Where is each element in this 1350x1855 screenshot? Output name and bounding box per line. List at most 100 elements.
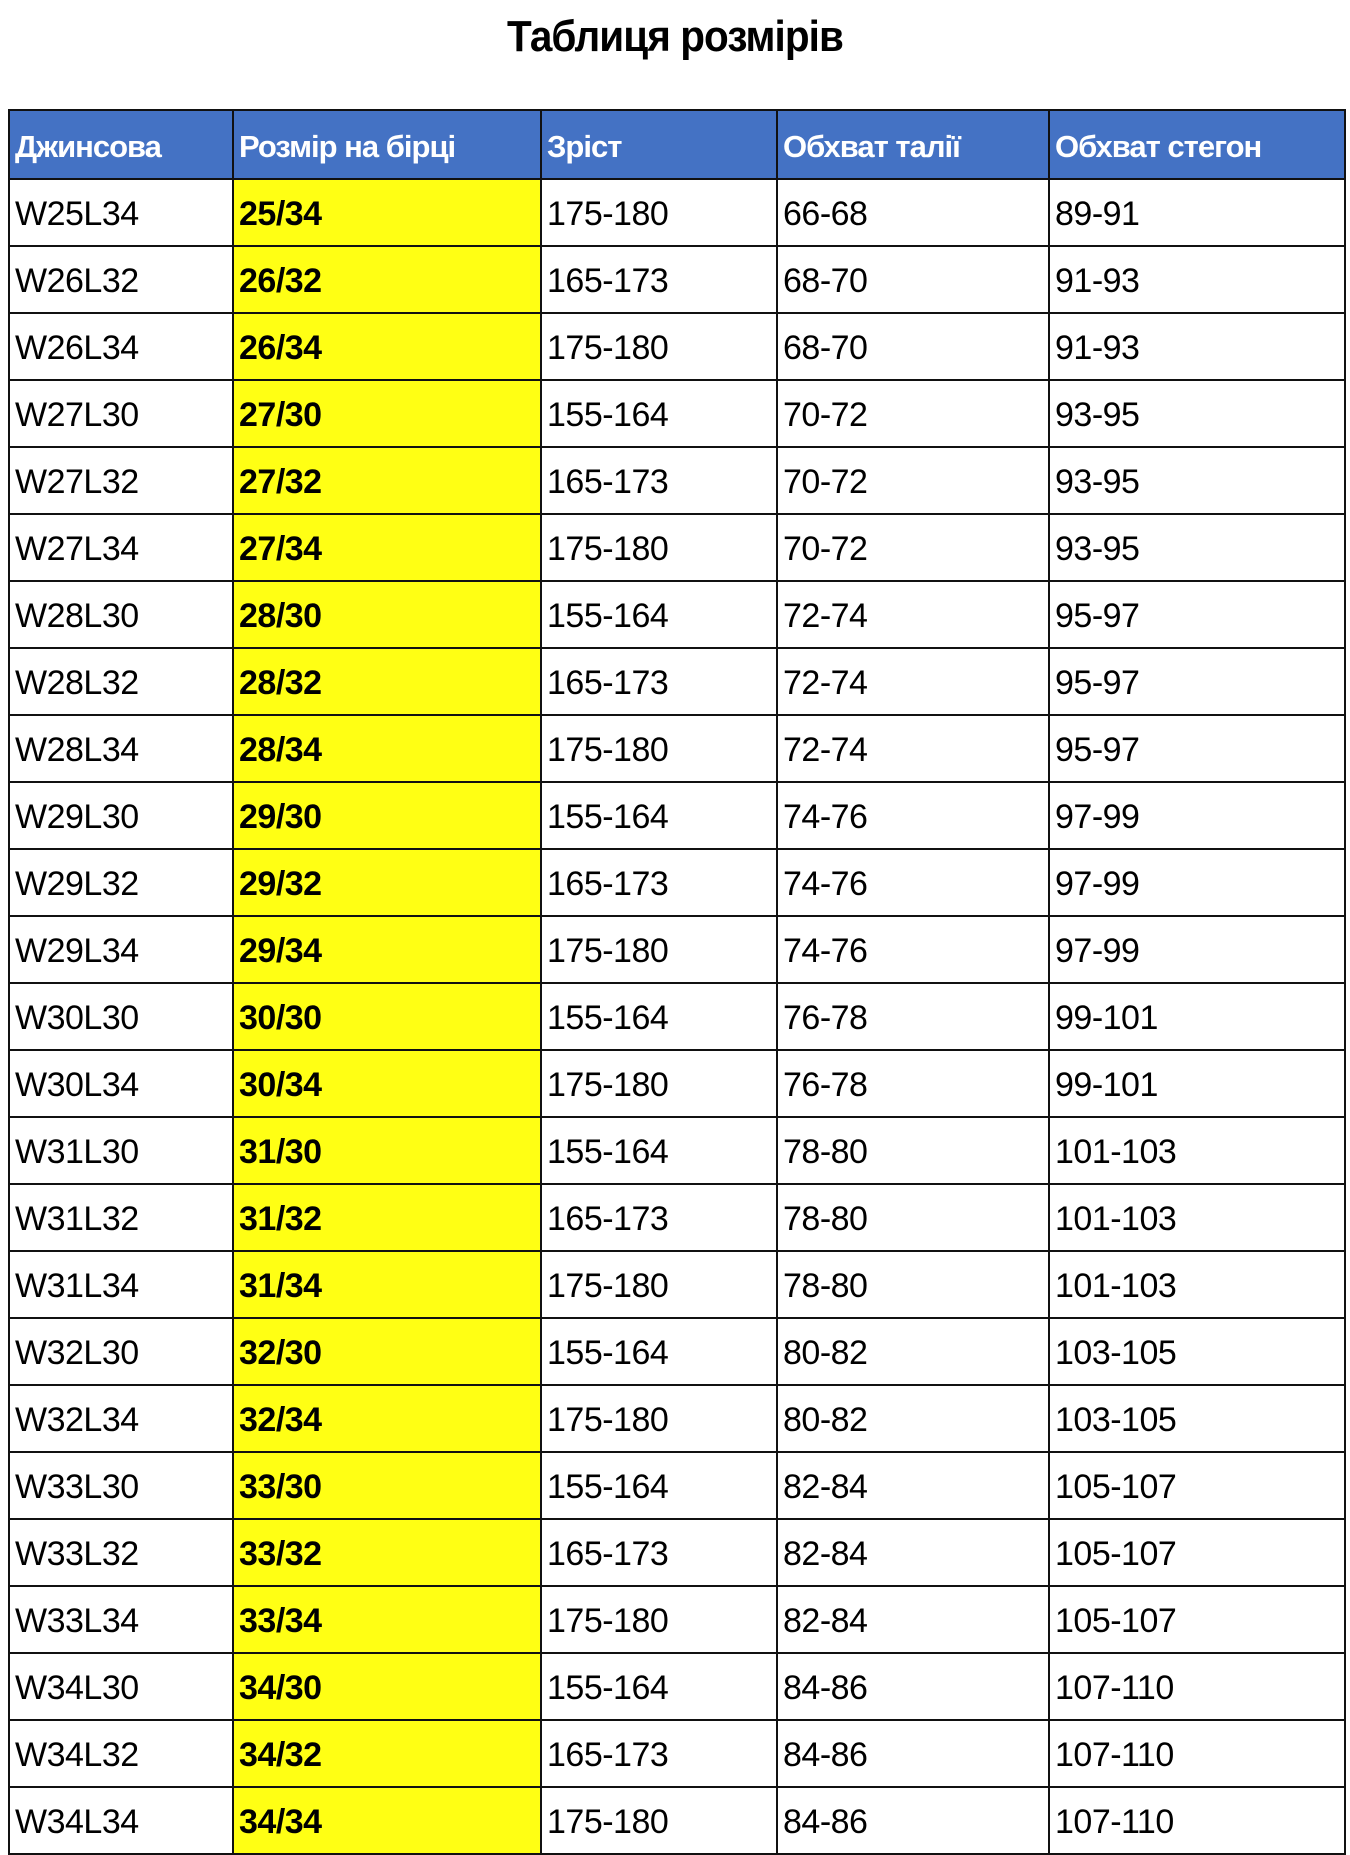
table-row: W33L32 33/32 165-173 82-84 105-107 (8, 1518, 1346, 1587)
tag-size-cell: 29/32 (232, 848, 542, 917)
jeans-size-cell: W29L30 (8, 781, 234, 850)
height-cell: 175-180 (540, 714, 778, 783)
jeans-size-cell: W31L32 (8, 1183, 234, 1252)
waist-cell: 72-74 (776, 580, 1050, 649)
header-jeans-size: Джинсова (8, 109, 234, 180)
tag-size-cell: 27/30 (232, 379, 542, 448)
height-cell: 175-180 (540, 513, 778, 582)
waist-cell: 82-84 (776, 1585, 1050, 1654)
table-row: W34L34 34/34 175-180 84-86 107-110 (8, 1786, 1346, 1855)
waist-cell: 82-84 (776, 1518, 1050, 1587)
tag-size-cell: 27/34 (232, 513, 542, 582)
table-row: W34L32 34/32 165-173 84-86 107-110 (8, 1719, 1346, 1788)
tag-size-cell: 28/30 (232, 580, 542, 649)
table-row: W27L34 27/34 175-180 70-72 93-95 (8, 513, 1346, 582)
height-cell: 175-180 (540, 915, 778, 984)
tag-size-cell: 33/32 (232, 1518, 542, 1587)
waist-cell: 84-86 (776, 1719, 1050, 1788)
jeans-size-cell: W27L30 (8, 379, 234, 448)
jeans-size-cell: W29L32 (8, 848, 234, 917)
header-tag-size: Розмір на бірці (232, 109, 542, 180)
tag-size-cell: 31/30 (232, 1116, 542, 1185)
height-cell: 155-164 (540, 1652, 778, 1721)
header-hips: Обхват стегон (1048, 109, 1346, 180)
tag-size-cell: 26/34 (232, 312, 542, 381)
waist-cell: 70-72 (776, 379, 1050, 448)
waist-cell: 74-76 (776, 781, 1050, 850)
table-row: W28L30 28/30 155-164 72-74 95-97 (8, 580, 1346, 649)
height-cell: 155-164 (540, 1116, 778, 1185)
tag-size-cell: 32/34 (232, 1384, 542, 1453)
waist-cell: 66-68 (776, 178, 1050, 247)
height-cell: 155-164 (540, 1317, 778, 1386)
waist-cell: 84-86 (776, 1786, 1050, 1855)
tag-size-cell: 30/34 (232, 1049, 542, 1118)
waist-cell: 72-74 (776, 714, 1050, 783)
jeans-size-cell: W26L32 (8, 245, 234, 314)
table-row: W31L32 31/32 165-173 78-80 101-103 (8, 1183, 1346, 1252)
table-row: W33L34 33/34 175-180 82-84 105-107 (8, 1585, 1346, 1654)
waist-cell: 68-70 (776, 312, 1050, 381)
hips-cell: 95-97 (1048, 647, 1346, 716)
height-cell: 175-180 (540, 1049, 778, 1118)
waist-cell: 80-82 (776, 1384, 1050, 1453)
waist-cell: 82-84 (776, 1451, 1050, 1520)
jeans-size-cell: W34L30 (8, 1652, 234, 1721)
hips-cell: 91-93 (1048, 245, 1346, 314)
hips-cell: 101-103 (1048, 1250, 1346, 1319)
jeans-size-cell: W31L30 (8, 1116, 234, 1185)
hips-cell: 107-110 (1048, 1786, 1346, 1855)
height-cell: 165-173 (540, 848, 778, 917)
table-row: W27L32 27/32 165-173 70-72 93-95 (8, 446, 1346, 515)
waist-cell: 80-82 (776, 1317, 1050, 1386)
table-row: W32L30 32/30 155-164 80-82 103-105 (8, 1317, 1346, 1386)
header-height: Зріст (540, 109, 778, 180)
hips-cell: 93-95 (1048, 513, 1346, 582)
height-cell: 165-173 (540, 245, 778, 314)
size-chart-table: Джинсова Розмір на бірці Зріст Обхват та… (8, 109, 1346, 1855)
jeans-size-cell: W32L34 (8, 1384, 234, 1453)
jeans-size-cell: W30L30 (8, 982, 234, 1051)
tag-size-cell: 33/34 (232, 1585, 542, 1654)
height-cell: 175-180 (540, 1384, 778, 1453)
tag-size-cell: 33/30 (232, 1451, 542, 1520)
tag-size-cell: 25/34 (232, 178, 542, 247)
hips-cell: 105-107 (1048, 1518, 1346, 1587)
height-cell: 155-164 (540, 1451, 778, 1520)
jeans-size-cell: W31L34 (8, 1250, 234, 1319)
jeans-size-cell: W27L32 (8, 446, 234, 515)
hips-cell: 99-101 (1048, 982, 1346, 1051)
hips-cell: 99-101 (1048, 1049, 1346, 1118)
height-cell: 175-180 (540, 1585, 778, 1654)
table-row: W29L34 29/34 175-180 74-76 97-99 (8, 915, 1346, 984)
table-row: W31L34 31/34 175-180 78-80 101-103 (8, 1250, 1346, 1319)
hips-cell: 105-107 (1048, 1451, 1346, 1520)
jeans-size-cell: W34L34 (8, 1786, 234, 1855)
waist-cell: 76-78 (776, 982, 1050, 1051)
jeans-size-cell: W28L32 (8, 647, 234, 716)
hips-cell: 105-107 (1048, 1585, 1346, 1654)
hips-cell: 91-93 (1048, 312, 1346, 381)
waist-cell: 70-72 (776, 446, 1050, 515)
table-row: W26L34 26/34 175-180 68-70 91-93 (8, 312, 1346, 381)
jeans-size-cell: W29L34 (8, 915, 234, 984)
hips-cell: 97-99 (1048, 915, 1346, 984)
table-row: W26L32 26/32 165-173 68-70 91-93 (8, 245, 1346, 314)
hips-cell: 95-97 (1048, 714, 1346, 783)
tag-size-cell: 27/32 (232, 446, 542, 515)
height-cell: 165-173 (540, 1719, 778, 1788)
waist-cell: 78-80 (776, 1116, 1050, 1185)
tag-size-cell: 32/30 (232, 1317, 542, 1386)
hips-cell: 107-110 (1048, 1719, 1346, 1788)
height-cell: 165-173 (540, 647, 778, 716)
jeans-size-cell: W27L34 (8, 513, 234, 582)
tag-size-cell: 34/30 (232, 1652, 542, 1721)
jeans-size-cell: W25L34 (8, 178, 234, 247)
jeans-size-cell: W28L30 (8, 580, 234, 649)
jeans-size-cell: W30L34 (8, 1049, 234, 1118)
height-cell: 175-180 (540, 312, 778, 381)
height-cell: 175-180 (540, 1250, 778, 1319)
waist-cell: 72-74 (776, 647, 1050, 716)
waist-cell: 84-86 (776, 1652, 1050, 1721)
header-row: Джинсова Розмір на бірці Зріст Обхват та… (8, 109, 1346, 180)
